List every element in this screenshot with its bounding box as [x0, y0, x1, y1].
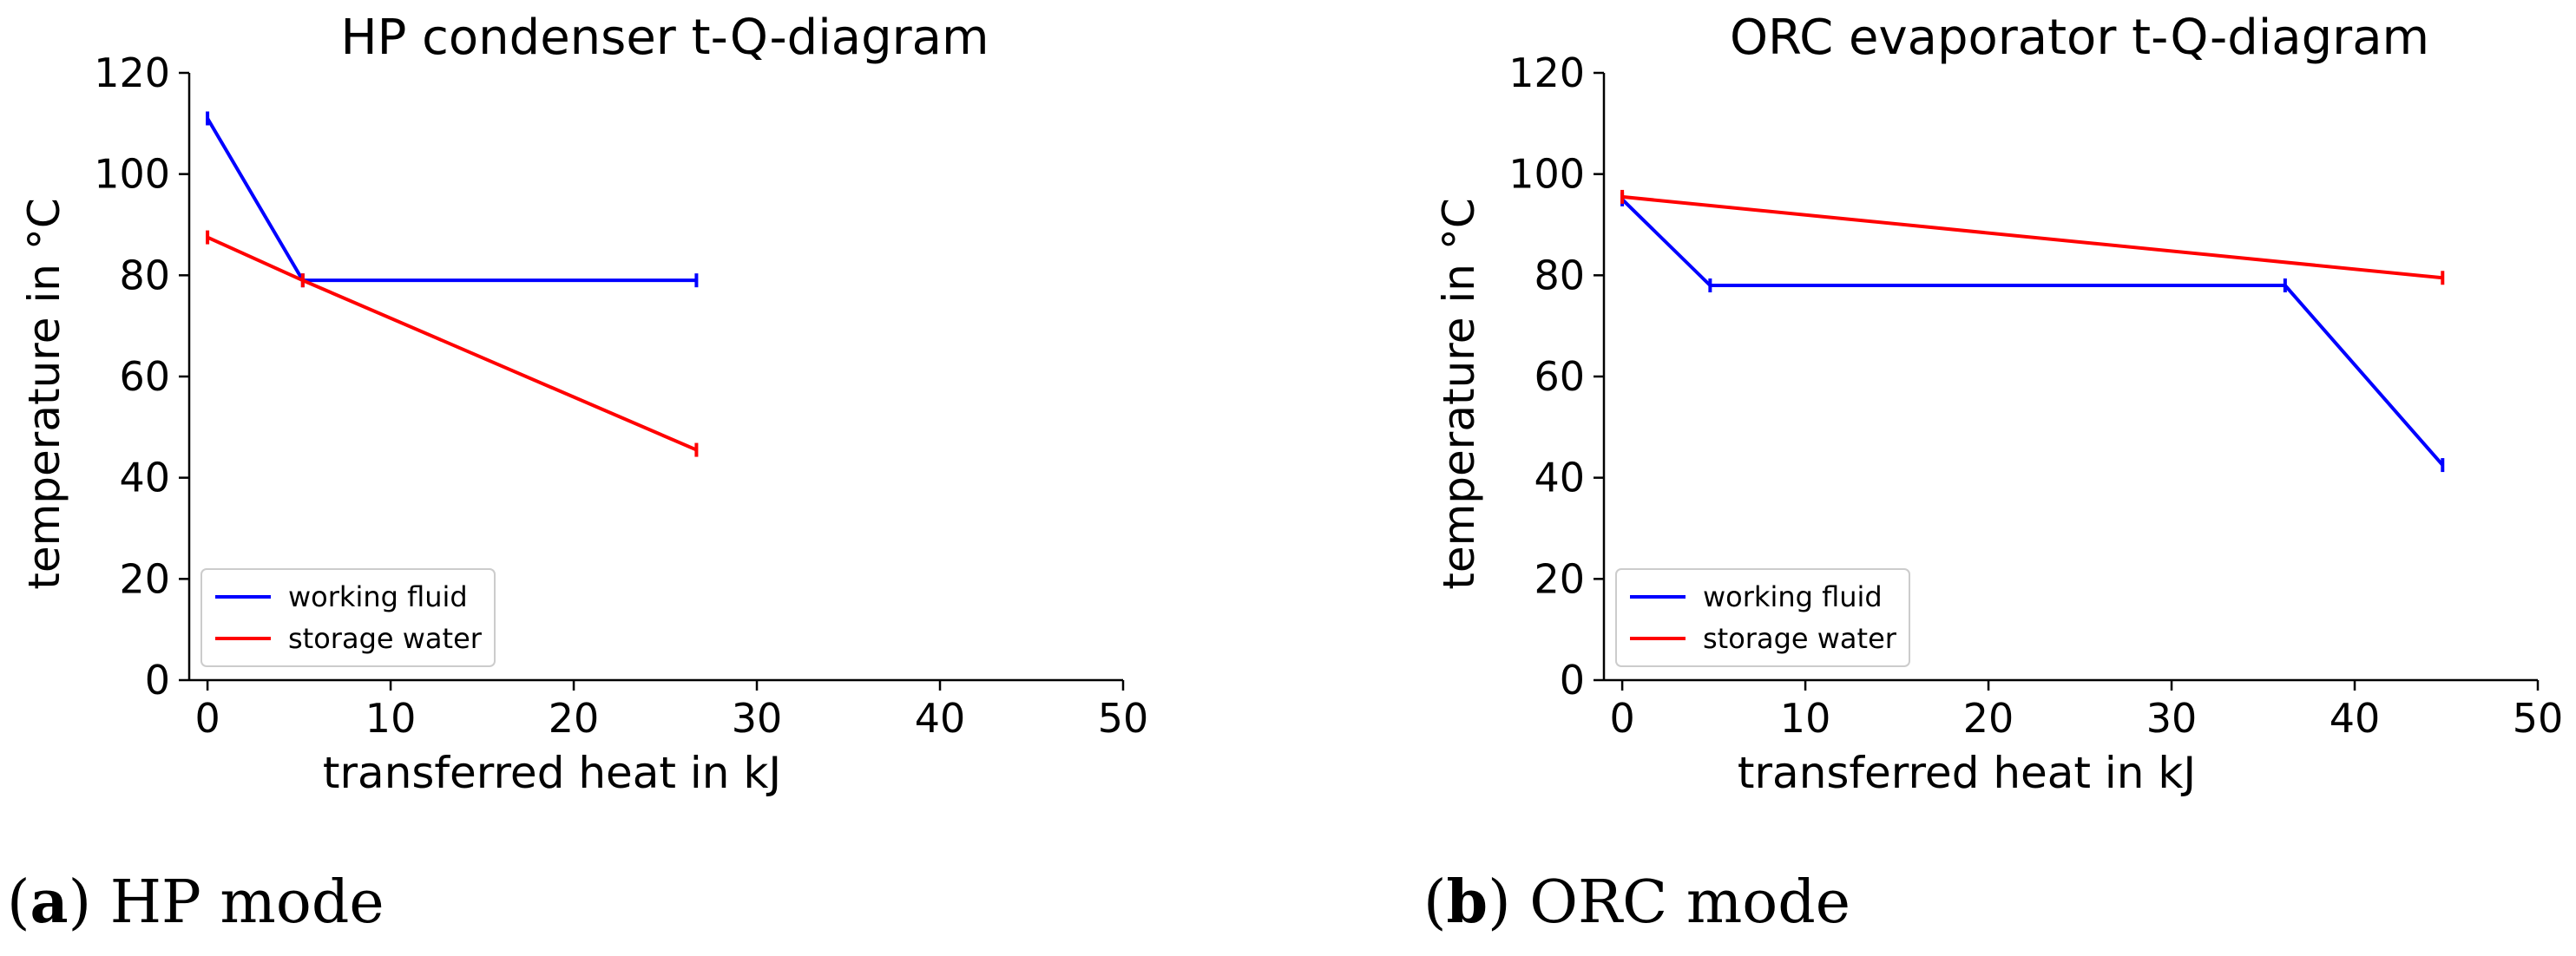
legend-entry: working fluid	[288, 580, 468, 613]
caption-b: (b) ORC mode	[1423, 868, 1851, 937]
caption-b-text: ORC mode	[1529, 868, 1851, 937]
y-tick-label: 0	[1560, 657, 1585, 704]
series-line-working-fluid	[1620, 198, 2444, 467]
caption-a-label: a	[30, 868, 69, 937]
x-tick-label: 50	[1098, 695, 1149, 742]
y-tick-label: 40	[1534, 455, 1585, 501]
x-tick-label: 50	[2513, 695, 2564, 742]
y-tick-label: 100	[94, 151, 170, 198]
y-tick-label: 120	[1508, 49, 1585, 96]
x-tick-label: 10	[1780, 695, 1831, 742]
legend-box	[1615, 568, 1910, 667]
series-line-storage-water	[1621, 194, 2443, 280]
caption-a-text: HP mode	[109, 868, 384, 937]
y-tick-label: 80	[119, 252, 170, 298]
x-tick-label: 20	[1963, 695, 2014, 742]
y-axis-label: temperature in °C	[1434, 198, 1484, 590]
legend-entry: storage water	[1703, 622, 1897, 655]
x-tick-label: 30	[732, 695, 783, 742]
legend-entry: storage water	[288, 622, 483, 655]
x-tick-label: 0	[1609, 695, 1634, 742]
x-tick-label: 40	[2330, 695, 2381, 742]
chart-title: ORC evaporator t-Q-diagram	[1730, 10, 2429, 66]
y-axis-label: temperature in °C	[19, 198, 69, 590]
y-tick-label: 0	[145, 657, 170, 704]
x-axis-label: transferred heat in kJ	[1738, 748, 2196, 798]
x-axis-label: transferred heat in kJ	[323, 748, 781, 798]
legend-box	[200, 568, 496, 667]
y-tick-label: 80	[1534, 252, 1585, 298]
y-tick-label: 60	[119, 353, 170, 400]
series-line-working-fluid	[206, 117, 697, 283]
caption-b-label: b	[1446, 868, 1488, 937]
chart-hp-condenser: HP condenser t-Q-diagram 0 10 20 30 40 50 0 20 40…	[19, 10, 1148, 798]
y-tick-label: 20	[1534, 555, 1585, 602]
x-tick-label: 10	[365, 695, 417, 742]
x-tick-label: 40	[915, 695, 966, 742]
series-line-storage-water	[207, 235, 698, 452]
y-tick-label: 60	[1534, 353, 1585, 400]
y-tick-label: 20	[119, 555, 170, 602]
chart-orc-evaporator: ORC evaporator t-Q-diagram 0 10 20 30 40 50 0 20…	[1434, 10, 2563, 798]
chart-title: HP condenser t-Q-diagram	[340, 10, 989, 66]
x-tick-label: 30	[2146, 695, 2198, 742]
legend-entry: working fluid	[1703, 580, 1883, 613]
y-tick-label: 40	[119, 455, 170, 501]
y-tick-label: 100	[1508, 151, 1585, 198]
caption-a: (a) HP mode	[7, 868, 384, 937]
x-tick-label: 20	[549, 695, 600, 742]
y-tick-label: 120	[94, 49, 170, 96]
x-tick-label: 0	[194, 695, 220, 742]
